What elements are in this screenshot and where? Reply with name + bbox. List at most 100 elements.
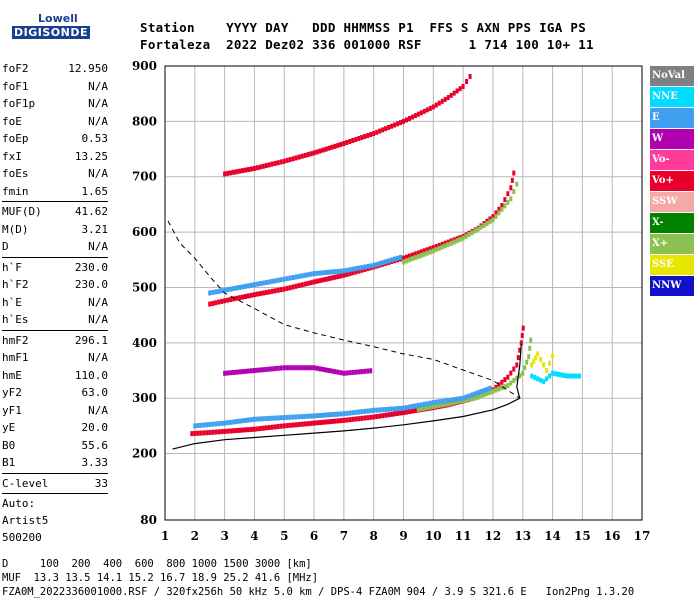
echo-point (288, 157, 292, 163)
muf-curve (167, 220, 521, 399)
echo-point (443, 240, 447, 246)
echo-point (252, 426, 256, 432)
echo-point (327, 368, 331, 374)
echo-point (348, 267, 352, 273)
header-values: Fortaleza 2022 Dez02 336 001000 RSF 1 71… (140, 37, 594, 52)
echo-point (554, 371, 558, 377)
footer-file-info: FZA0M_2022336001000.RSF / 320fx256h 50 k… (2, 586, 635, 598)
echo-point (545, 368, 549, 374)
echo-point (399, 120, 403, 126)
echo-point (202, 422, 206, 428)
echo-point (512, 378, 516, 384)
echo-point (255, 281, 259, 287)
echo-point (425, 405, 429, 411)
echo-point (291, 414, 295, 420)
echo-point (542, 379, 546, 385)
echo-point (425, 250, 429, 256)
echo-point (202, 430, 206, 436)
echo-point (333, 418, 337, 424)
echo-point (336, 142, 340, 148)
echo-point (288, 285, 292, 291)
echo-point (241, 294, 245, 300)
echo-point (527, 354, 531, 360)
echo-point (258, 291, 262, 297)
echo-point (396, 410, 400, 416)
echo-point (312, 271, 316, 277)
param-value: N/A (88, 167, 108, 180)
legend-item-nne: NNE (650, 87, 694, 107)
param-value: 12.950 (68, 62, 108, 75)
echo-point (294, 274, 298, 280)
echo-point (249, 368, 253, 374)
echo-point (369, 408, 373, 414)
echo-point (333, 143, 337, 149)
echo-point (440, 398, 444, 404)
echo-point (348, 417, 352, 423)
echo-point (428, 404, 432, 410)
echo-point (273, 160, 277, 166)
echo-point (482, 392, 486, 398)
param-label: hmE (2, 368, 22, 382)
echo-point (318, 420, 322, 426)
echo-point (437, 242, 441, 248)
param-row: foEs N/A (2, 165, 108, 183)
echo-point (402, 259, 405, 265)
echo-point (279, 159, 283, 165)
echo-point (503, 197, 507, 203)
param-row: yF1 N/A (2, 402, 108, 420)
echo-point (220, 429, 224, 435)
echo-point (404, 117, 408, 123)
plot-frame (164, 65, 643, 521)
echo-point (419, 110, 423, 116)
echo-point (473, 228, 477, 234)
param-separator (2, 256, 108, 258)
legend-item-vo: Vo- (650, 150, 694, 170)
echo-point (428, 249, 432, 255)
echo-point (252, 282, 256, 288)
echo-point (297, 414, 301, 420)
echo-point (351, 416, 355, 422)
echo-point (229, 428, 233, 434)
echo-point (548, 373, 552, 379)
echo-point (518, 347, 522, 353)
echo-point (249, 292, 253, 298)
echo-point (243, 293, 247, 299)
echo-point (294, 414, 298, 420)
echo-point (357, 265, 361, 271)
echo-point (312, 150, 316, 156)
echo-point (291, 284, 295, 290)
echo-point (270, 424, 274, 430)
echo-point (407, 404, 411, 410)
param-label: foEs (2, 167, 29, 180)
echo-point (351, 410, 355, 416)
echo-point (485, 221, 489, 227)
y-tick-label: 800 (132, 114, 157, 128)
param-row: B1 3.33 (2, 454, 108, 472)
param-row: hmF1 N/A (2, 349, 108, 367)
echo-point (458, 236, 462, 242)
echo-point (264, 289, 268, 295)
echo-point (509, 196, 513, 202)
echo-point (330, 412, 334, 418)
echo-point (413, 251, 417, 257)
echo-point (479, 393, 483, 399)
echo-point (282, 415, 286, 421)
echo-point (497, 382, 501, 388)
echo-point (428, 400, 432, 406)
echo-point (551, 370, 555, 376)
echo-point (363, 368, 367, 374)
x-tick-label: 4 (250, 529, 258, 543)
param-separator (2, 201, 108, 202)
echo-point (545, 376, 549, 382)
echo-point (309, 365, 313, 371)
echo-point (241, 369, 245, 375)
echo-point (428, 246, 432, 252)
x-tick-label: 10 (425, 529, 442, 543)
echo-point (509, 185, 513, 191)
echo-point (491, 388, 495, 394)
param-label: h`Es (2, 313, 29, 326)
echo-point (461, 235, 465, 241)
echo-point (402, 118, 405, 124)
echo-point (506, 191, 510, 197)
echo-point (193, 430, 197, 436)
